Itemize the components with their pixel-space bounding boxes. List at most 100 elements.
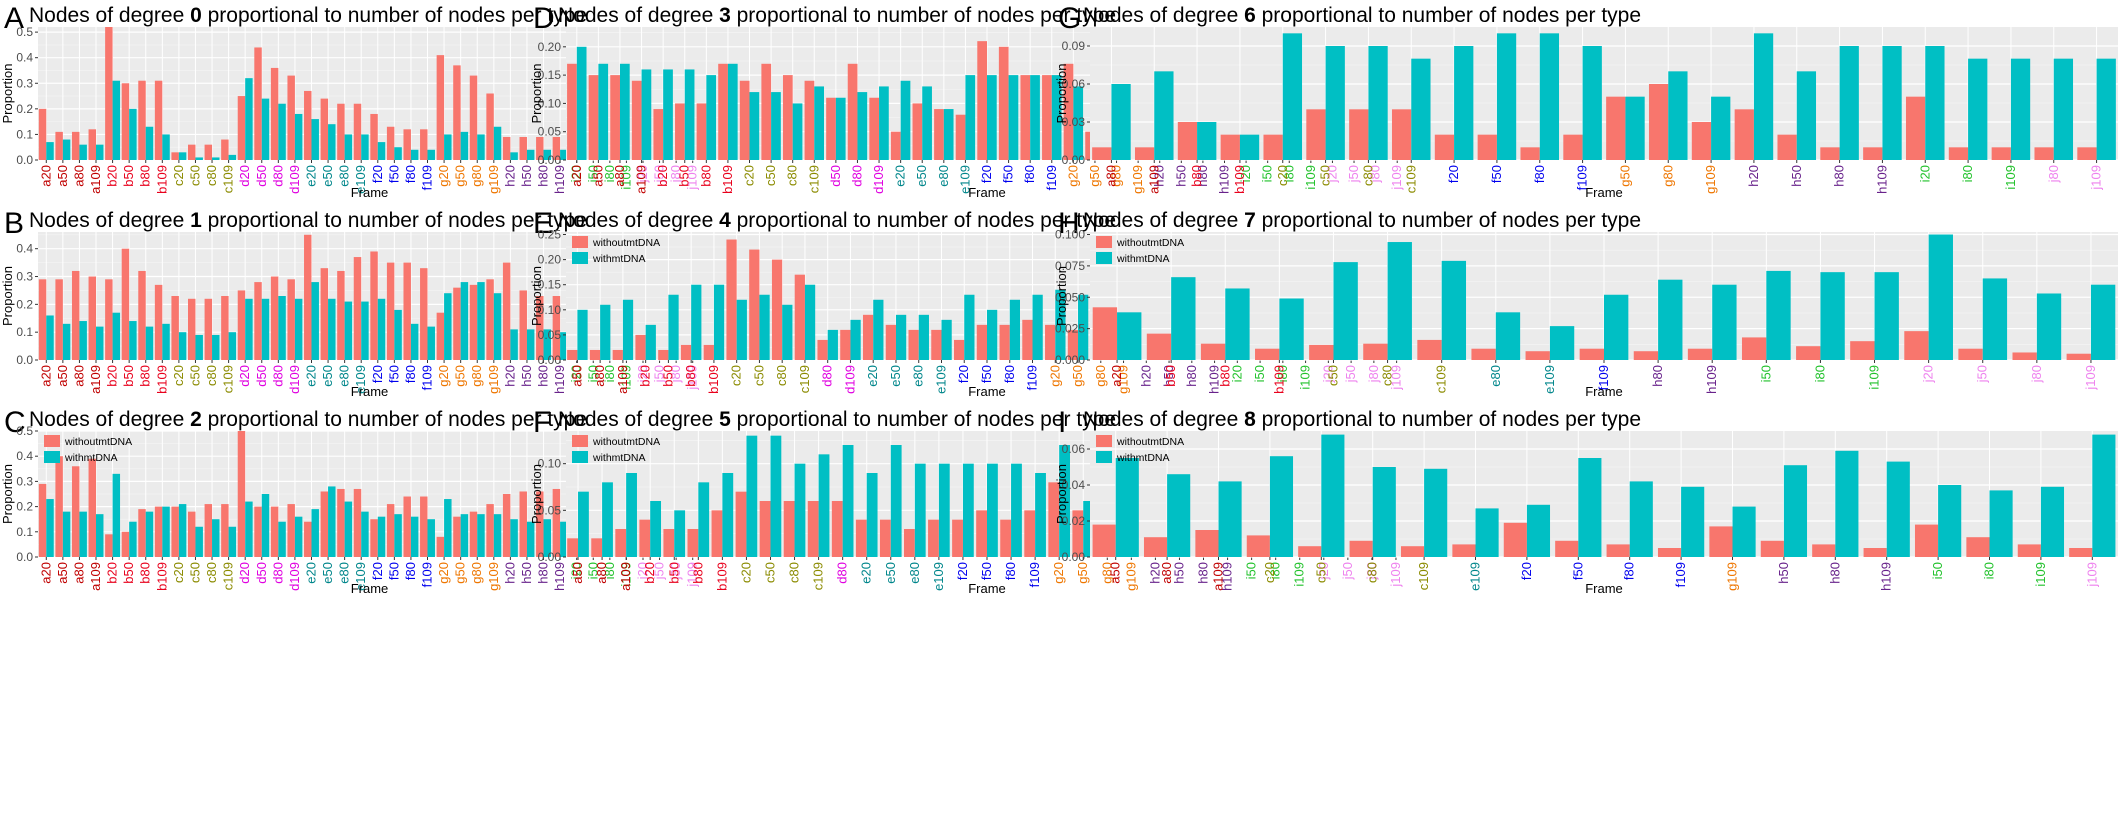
bar-withmtDNA-j80 <box>2053 58 2074 160</box>
legend: withoutmtDNA withmtDNA <box>1096 435 1184 464</box>
x-tick-label: a50 <box>569 365 584 387</box>
x-tick-label: c80 <box>774 365 789 386</box>
bar-withoutmtDNA-c109 <box>1400 546 1425 557</box>
bar-withmtDNA-g109 <box>493 514 502 557</box>
legend-label-withmtDNA: withmtDNA <box>592 452 646 464</box>
bar-withoutmtDNA-b80 <box>138 270 146 360</box>
x-tick-label: j50 <box>1975 365 1990 383</box>
bar-withoutmtDNA-c20 <box>171 296 179 360</box>
bar-withmtDNA-g109 <box>493 293 502 360</box>
x-tick-label: e80 <box>907 562 922 584</box>
y-axis-label: Proportion <box>0 464 15 524</box>
x-tick-label: d50 <box>828 165 843 187</box>
bar-withmtDNA-i109 <box>1874 272 1899 360</box>
bar-withmtDNA-a109 <box>622 299 634 360</box>
x-tick-label: f80 <box>1532 165 1547 183</box>
x-tick-label: b80 <box>1217 365 1232 387</box>
bar-withoutmtDNA-c50 <box>188 298 196 360</box>
x-tick-label: j20 <box>1320 365 1335 383</box>
bar-withmtDNA-h20 <box>510 519 518 557</box>
legend-swatch-withoutmtDNA <box>1096 435 1112 447</box>
x-tick-label: d50 <box>254 562 269 584</box>
y-tick-label: 0.000 <box>1055 353 1085 367</box>
bar-withoutmtDNA-a50 <box>567 349 578 360</box>
bar-withoutmtDNA-i50 <box>1741 337 1767 360</box>
bar-withmtDNA-g80 <box>1668 71 1688 160</box>
bar-withmtDNA-h109 <box>560 149 568 160</box>
bar-withoutmtDNA-f50 <box>998 46 1009 160</box>
x-tick-label: h109 <box>1207 365 1222 394</box>
y-tick-label: 0.00 <box>1062 550 1086 564</box>
x-tick-label: d80 <box>270 165 285 187</box>
bar-withmtDNA-c109 <box>814 86 824 160</box>
bar-withmtDNA-f109 <box>427 149 435 160</box>
x-tick-label: h80 <box>536 365 551 387</box>
x-tick-label: c20 <box>171 365 186 386</box>
x-tick-label: c50 <box>187 562 202 583</box>
x-tick-label: i80 <box>1275 365 1290 382</box>
bar-withmtDNA-b80 <box>1225 288 1250 360</box>
bar-withoutmtDNA-a20 <box>567 63 577 161</box>
bar-withmtDNA-f20 <box>1454 46 1474 160</box>
bar-withmtDNA-a50 <box>1115 458 1139 557</box>
x-tick-label: i80 <box>602 365 617 382</box>
bar-withmtDNA-g109 <box>493 126 502 160</box>
bar-withoutmtDNA-b109 <box>154 284 163 360</box>
y-tick-label: 0.10 <box>538 96 562 110</box>
bar-withoutmtDNA-f109 <box>420 268 428 360</box>
x-tick-label: a50 <box>570 562 585 584</box>
title-degree: 6 <box>1244 4 1256 27</box>
bar-withoutmtDNA-c20 <box>1246 535 1270 557</box>
bar-withmtDNA-c20 <box>178 504 187 557</box>
bar-withoutmtDNA-c80 <box>782 75 793 160</box>
title-suffix: proportional to number of nodes per type <box>731 408 1116 431</box>
bar-withoutmtDNA-e109 <box>353 257 362 360</box>
bar-withmtDNA-a80 <box>1111 84 1131 160</box>
x-tick-label: h80 <box>1827 562 1842 584</box>
bar-withmtDNA-b20 <box>112 80 121 160</box>
bar-withmtDNA-b20 <box>645 324 656 360</box>
bar-withmtDNA-g80 <box>477 514 485 557</box>
bar-withmtDNA-d109 <box>294 113 303 160</box>
y-tick-label: 0.05 <box>538 503 562 517</box>
bar-withmtDNA-h50 <box>526 521 535 557</box>
bar-withoutmtDNA-i80 <box>1796 346 1821 360</box>
bar-withmtDNA-i20 <box>1925 46 1945 160</box>
y-tick-label: 0.05 <box>538 328 562 342</box>
x-tick-label: i80 <box>602 165 617 182</box>
chart-title: Nodes of degree 3 proportional to number… <box>558 4 1116 27</box>
x-tick-label: a80 <box>71 562 86 584</box>
x-tick-label: b80 <box>138 365 153 387</box>
x-tick-label: a50 <box>55 562 70 584</box>
bar-withmtDNA-f109 <box>1582 46 1602 160</box>
x-tick-label: d109 <box>287 365 302 394</box>
x-tick-label: h109 <box>552 165 567 194</box>
x-tick-label: e20 <box>303 365 318 387</box>
x-tick-label: i50 <box>585 365 600 382</box>
x-tick-label: b20 <box>638 365 653 387</box>
bar-withoutmtDNA-f50 <box>1477 134 1497 160</box>
title-degree: 4 <box>719 209 731 232</box>
bar-withoutmtDNA-e50 <box>320 491 329 557</box>
bar-withmtDNA-d20 <box>245 501 253 557</box>
bar-withmtDNA-e20 <box>311 119 319 160</box>
title-degree: 5 <box>719 408 731 431</box>
bar-withoutmtDNA-f109 <box>1042 75 1052 160</box>
bar-withmtDNA-f109 <box>427 519 435 557</box>
x-tick-label: j80 <box>2029 365 2044 383</box>
bar-withoutmtDNA-b80 <box>138 509 146 557</box>
chart-title: Nodes of degree 6 proportional to number… <box>1083 4 1641 27</box>
x-tick-label: j80 <box>668 165 683 183</box>
bar-withoutmtDNA-d80 <box>270 506 279 557</box>
x-tick-label: d50 <box>254 365 269 387</box>
bar-withmtDNA-g80 <box>477 134 485 160</box>
bar-withoutmtDNA-h20 <box>502 494 511 557</box>
x-tick-label: f50 <box>979 365 994 383</box>
bar-withoutmtDNA-j80 <box>2034 147 2054 160</box>
bar-withoutmtDNA-a80 <box>71 270 80 360</box>
bar-withmtDNA-c80 <box>212 157 220 160</box>
x-tick-label: c50 <box>187 165 202 186</box>
chart-title: Nodes of degree 5 proportional to number… <box>558 408 1116 431</box>
x-tick-label: b109 <box>706 365 721 394</box>
bar-withmtDNA-i50 <box>1766 270 1791 360</box>
